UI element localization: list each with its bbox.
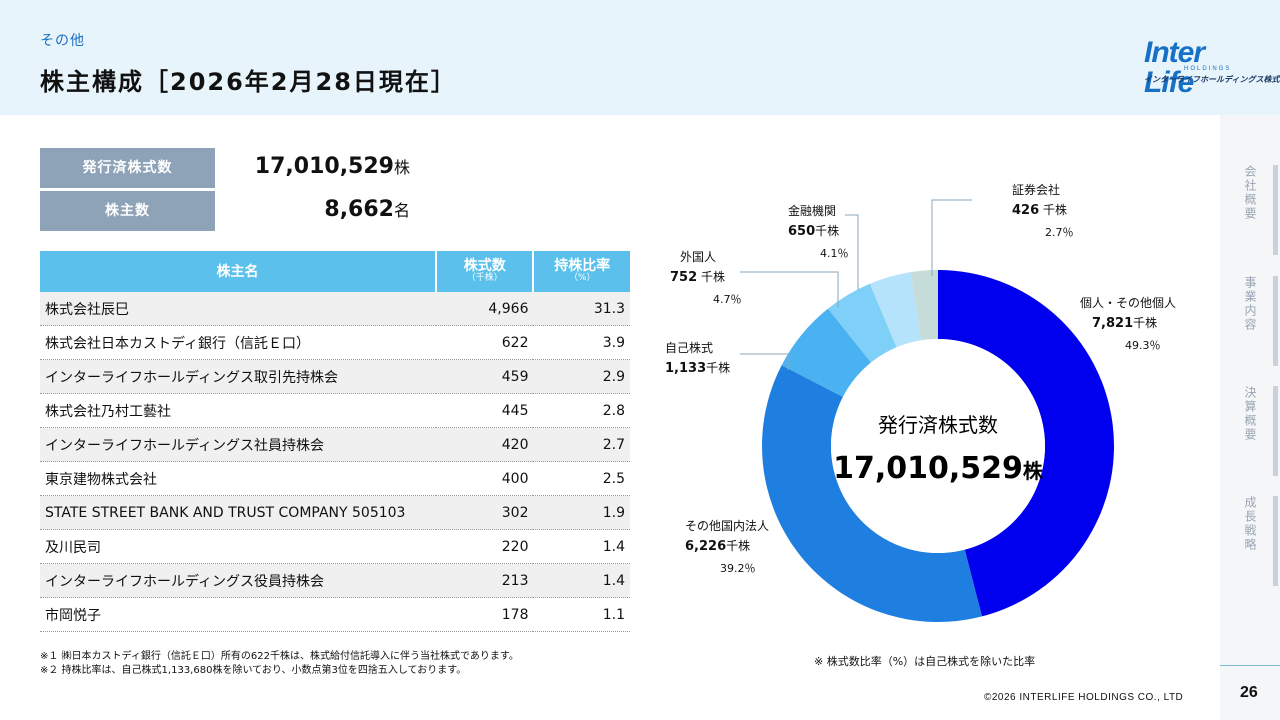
slice-label-value: 7,821千株 <box>1092 315 1157 331</box>
shareholder-ratio: 3.9 <box>533 325 630 360</box>
slice-label-pct: 49.3％ <box>1125 339 1161 352</box>
side-nav-item-company[interactable]: 会社概要 <box>1243 165 1278 255</box>
donut-slice <box>910 270 938 341</box>
slice-label-pct: 4.1％ <box>820 247 849 260</box>
donut-slice <box>827 283 897 363</box>
shareholder-shares: 445 <box>436 393 534 428</box>
donut-slice <box>938 270 1115 617</box>
slice-label-value: 752 千株 <box>670 269 725 285</box>
header-band <box>0 0 1280 115</box>
shareholder-shares: 302 <box>436 495 534 530</box>
shareholder-name: 市岡悦子 <box>40 597 436 632</box>
side-nav <box>1220 115 1280 720</box>
slice-label-pct: 39.2％ <box>720 562 756 575</box>
chart-center-label: 発行済株式数 <box>878 413 998 437</box>
shareholder-name: 株式会社日本カストディ銀行（信託Ｅ口） <box>40 325 436 360</box>
shareholders-table: 株主名 株式数 （千株） 持株比率 （%） 株式会社辰巳 4,966 31.3 株式会社日… <box>40 251 630 632</box>
shareholders-value: 8,662名 <box>324 197 410 222</box>
donut-slice <box>869 272 922 348</box>
slice-label-name: 証券会社 <box>1012 182 1060 197</box>
leader-line <box>845 214 859 290</box>
section-label: その他 <box>40 33 85 49</box>
slice-label-pct: 4.7％ <box>713 293 742 306</box>
shareholder-shares: 178 <box>436 597 534 632</box>
shareholder-name: 東京建物株式会社 <box>40 461 436 496</box>
issued-shares-value: 17,010,529株 <box>254 154 410 179</box>
donut-hole <box>831 339 1045 553</box>
table-row: 株式会社日本カストディ銀行（信託Ｅ口） 622 3.9 <box>40 325 630 360</box>
shareholder-name: STATE STREET BANK AND TRUST COMPANY 5051… <box>40 495 436 530</box>
footer-divider <box>1220 665 1280 666</box>
slice-label-value: 650千株 <box>788 223 839 239</box>
slice-label-value: 426 千株 <box>1012 202 1067 218</box>
shareholder-ratio: 1.4 <box>533 563 630 598</box>
shareholder-name: 株式会社乃村工藝社 <box>40 393 436 428</box>
page-title: 株主構成［2026年2月28日現在］ <box>40 68 457 96</box>
slice-label-name: 自己株式 <box>665 340 713 355</box>
page-number: 26 <box>1240 684 1258 701</box>
leader-line <box>931 199 972 276</box>
shareholder-ratio: 31.3 <box>533 292 630 326</box>
shareholder-ratio: 2.7 <box>533 427 630 462</box>
shareholders-label: 株主数 <box>40 191 215 231</box>
slice-label-name: その他国内法人 <box>685 519 769 533</box>
shareholder-ratio: 1.1 <box>533 597 630 632</box>
logo-main-text: Inter Life <box>1144 36 1205 99</box>
shareholder-donut-chart: 発行済株式数 17,010,529株 個人・その他個人 7,821千株 49.3％ そ… <box>665 182 1176 622</box>
slice-label-name: 外国人 <box>680 250 716 264</box>
shareholder-name: インターライフホールディングス役員持株会 <box>40 563 436 598</box>
slice-label-value: 1,133千株 <box>665 360 730 376</box>
slice-label-value: 6,226千株 <box>685 538 750 554</box>
shareholder-shares: 420 <box>436 427 534 462</box>
slice-label-name: 個人・その他個人 <box>1080 296 1176 310</box>
shareholder-shares: 400 <box>436 461 534 496</box>
shareholder-name: 及川民司 <box>40 529 436 564</box>
shareholder-shares: 213 <box>436 563 534 598</box>
shareholder-ratio: 2.5 <box>533 461 630 496</box>
side-nav-item-business[interactable]: 事業内容 <box>1243 276 1278 366</box>
slice-label-name: 金融機関 <box>788 203 836 218</box>
shareholder-ratio: 2.8 <box>533 393 630 428</box>
shareholder-shares: 220 <box>436 529 534 564</box>
footnote-1: ※１ ㈱日本カストディ銀行（信託Ｅ口）所有の622千株は、株式給付信託導入に伴う… <box>40 651 519 662</box>
side-nav-item-strategy[interactable]: 成長戦略 <box>1243 496 1278 586</box>
leader-line <box>740 353 789 370</box>
table-row: 株式会社乃村工藝社 445 2.8 <box>40 393 630 428</box>
shareholder-shares: 622 <box>436 325 534 360</box>
table-row: 及川民司 220 1.4 <box>40 529 630 564</box>
footnotes: ※１ ㈱日本カストディ銀行（信託Ｅ口）所有の622千株は、株式給付信託導入に伴う… <box>40 650 519 678</box>
table-row: STATE STREET BANK AND TRUST COMPANY 5051… <box>40 495 630 530</box>
shareholder-shares: 459 <box>436 359 534 394</box>
shareholder-shares: 4,966 <box>436 292 534 326</box>
side-nav-item-results[interactable]: 決算概要 <box>1243 386 1278 476</box>
copyright: ©2026 INTERLIFE HOLDINGS CO., LTD <box>984 692 1184 703</box>
chart-note: ※ 株式数比率（%）は自己株式を除いた比率 <box>814 655 1036 668</box>
col-header-shares: 株式数 （千株） <box>436 251 535 292</box>
donut-slice <box>762 365 982 622</box>
footnote-2: ※２ 持株比率は、自己株式1,133,680株を除いており、小数点第3位を四捨五… <box>40 665 467 676</box>
table-row: インターライフホールディングス役員持株会 213 1.4 <box>40 563 630 598</box>
shareholder-ratio: 2.9 <box>533 359 630 394</box>
table-row: 株式会社辰巳 4,966 31.3 <box>40 292 630 326</box>
shareholder-name: インターライフホールディングス取引先持株会 <box>40 359 436 394</box>
table-row: インターライフホールディングス取引先持株会 459 2.9 <box>40 359 630 394</box>
slice-label-pct: 2.7％ <box>1045 226 1074 239</box>
shareholder-ratio: 1.9 <box>533 495 630 530</box>
shareholder-ratio: 1.4 <box>533 529 630 564</box>
shareholder-name: インターライフホールディングス社員持株会 <box>40 427 436 462</box>
col-header-name: 株主名 <box>40 251 437 292</box>
issued-shares-label: 発行済株式数 <box>40 148 215 188</box>
leader-line <box>740 271 839 307</box>
col-header-ratio: 持株比率 （%） <box>533 251 630 292</box>
table-row: 東京建物株式会社 400 2.5 <box>40 461 630 496</box>
shareholder-name: 株式会社辰巳 <box>40 292 436 326</box>
chart-center-value: 17,010,529株 <box>833 451 1044 486</box>
table-row: インターライフホールディングス社員持株会 420 2.7 <box>40 427 630 462</box>
logo-sub-text: HOLDINGS <box>1184 66 1232 72</box>
table-row: 市岡悦子 178 1.1 <box>40 597 630 632</box>
donut-slice <box>781 308 872 397</box>
